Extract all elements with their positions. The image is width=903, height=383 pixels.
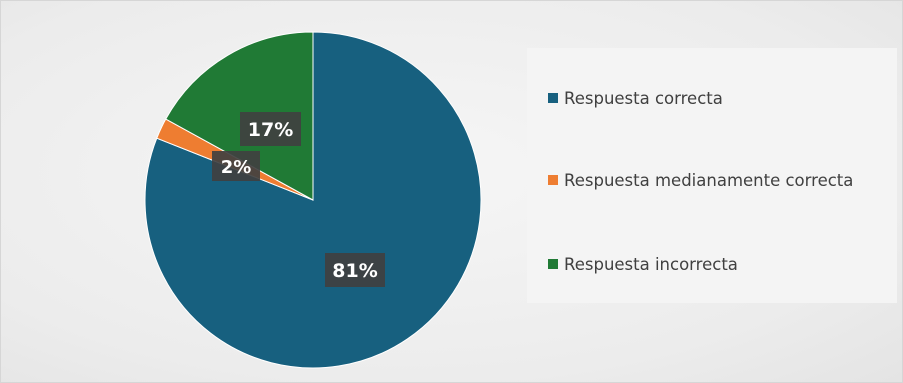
slice-correct — [144, 31, 482, 369]
data-label-medium: 2% — [212, 151, 260, 181]
data-label-correct: 81% — [325, 253, 385, 287]
pie-slices — [144, 31, 482, 369]
legend-item-correct: Respuesta correcta — [548, 86, 723, 110]
legend-label: Respuesta correcta — [564, 88, 723, 108]
data-label-text: 2% — [221, 157, 252, 178]
legend-label: Respuesta medianamente correcta — [564, 170, 854, 190]
legend-swatch — [548, 259, 558, 269]
data-labels: 81% 2% 17% — [212, 112, 385, 287]
data-label-text: 17% — [248, 119, 293, 141]
slice-incorrect — [165, 31, 314, 201]
legend-label: Respuesta incorrecta — [564, 254, 738, 274]
data-label-text: 81% — [332, 260, 377, 282]
legend-swatch — [548, 93, 558, 103]
legend-item-medium: Respuesta medianamente correcta — [548, 168, 853, 192]
legend — [527, 48, 897, 303]
legend-item-incorrect: Respuesta incorrecta — [548, 252, 738, 276]
data-label-incorrect: 17% — [240, 112, 301, 146]
legend-swatch — [548, 175, 558, 185]
